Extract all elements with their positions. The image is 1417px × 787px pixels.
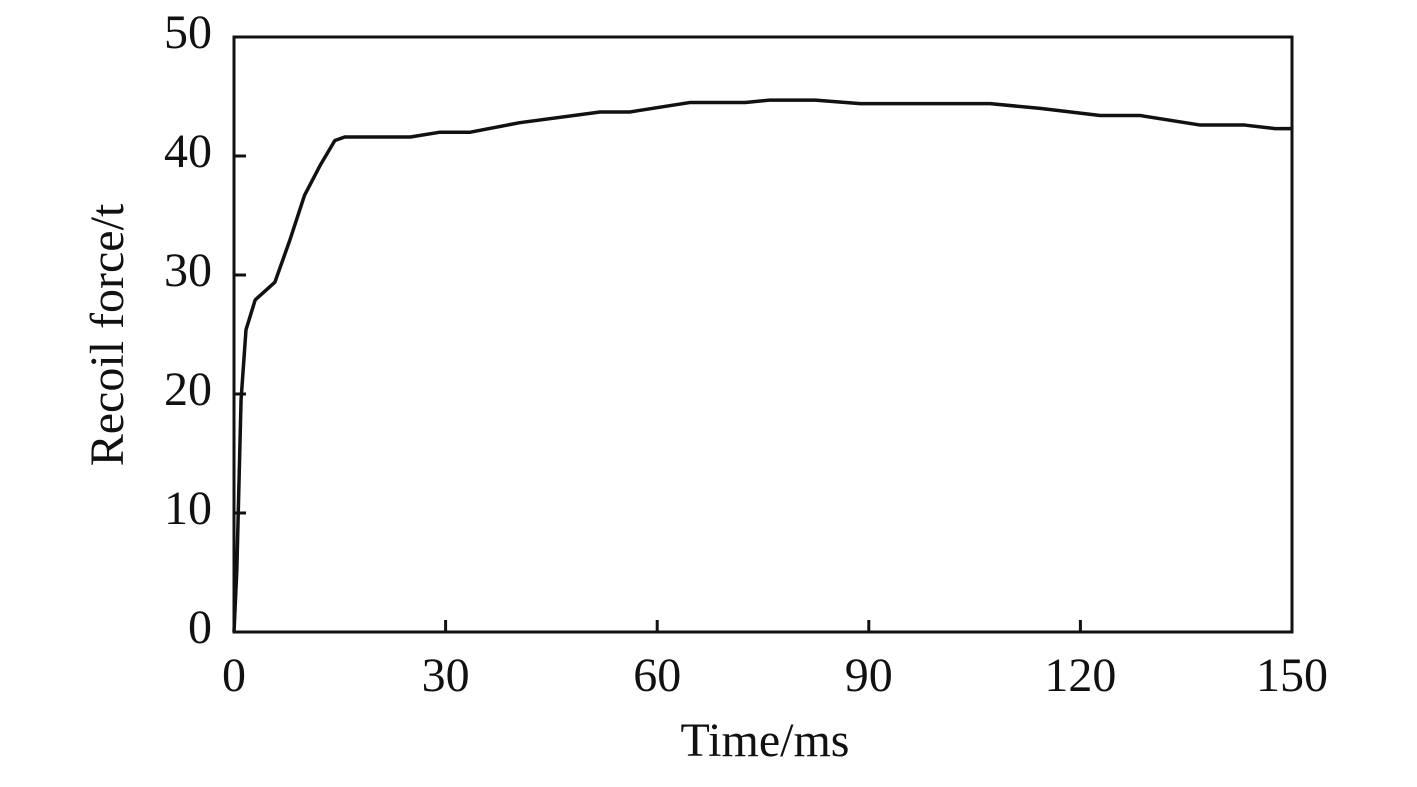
- y-tick-label: 40: [164, 125, 212, 178]
- y-axis-label: Recoil force/t: [81, 203, 134, 466]
- x-axis-label: Time/ms: [681, 714, 850, 767]
- x-tick-label: 120: [1044, 649, 1116, 702]
- y-tick-label: 10: [164, 482, 212, 535]
- y-tick-label: 20: [164, 363, 212, 416]
- data-line: [232, 98, 1292, 633]
- x-tick-label: 90: [845, 649, 893, 702]
- x-tick-label: 60: [633, 649, 681, 702]
- y-tick-label: 50: [164, 6, 212, 59]
- x-tick-label: 30: [422, 649, 470, 702]
- y-tick-label: 30: [164, 244, 212, 297]
- x-tick-label: 150: [1256, 649, 1328, 702]
- plot-frame: [232, 35, 1294, 634]
- y-tick-label: 0: [188, 601, 212, 654]
- x-tick-label: 0: [222, 649, 246, 702]
